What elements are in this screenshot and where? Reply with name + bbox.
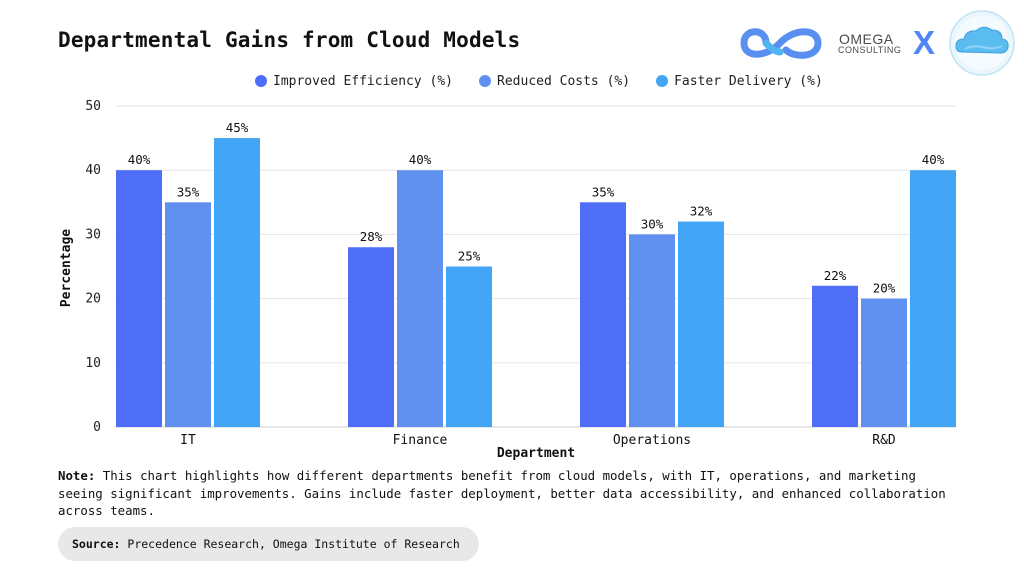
legend-item-improved-efficiency: Improved Efficiency (%) bbox=[255, 74, 453, 89]
y-tick-label: 50 bbox=[85, 99, 101, 114]
y-tick-label: 30 bbox=[85, 227, 101, 242]
bar bbox=[165, 202, 211, 427]
logo-subtitle: CONSULTING bbox=[838, 45, 902, 55]
x-mark: X bbox=[913, 24, 936, 61]
x-axis-title: Department bbox=[497, 446, 575, 461]
bar bbox=[861, 298, 907, 427]
legend-swatch bbox=[255, 75, 267, 87]
y-tick-label: 0 bbox=[93, 420, 101, 435]
bar bbox=[397, 170, 443, 427]
y-tick-label: 20 bbox=[85, 292, 101, 307]
source-label: Source: bbox=[72, 537, 121, 551]
legend-swatch bbox=[479, 75, 492, 87]
bar bbox=[678, 221, 724, 427]
y-axis-title: Percentage bbox=[59, 229, 74, 307]
data-label: 25% bbox=[458, 249, 481, 264]
legend-item-faster-delivery: Faster Delivery (%) bbox=[656, 74, 823, 89]
data-label: 20% bbox=[873, 281, 896, 296]
source-pill: Source: Precedence Research, Omega Insti… bbox=[58, 527, 479, 561]
legend-label: Faster Delivery (%) bbox=[674, 73, 823, 89]
x-tick-label: Operations bbox=[613, 433, 691, 448]
bar bbox=[580, 202, 626, 427]
bar bbox=[348, 247, 394, 427]
data-label: 40% bbox=[409, 152, 432, 167]
legend-label: Reduced Costs (%) bbox=[497, 73, 631, 89]
cloud-logo-icon bbox=[949, 10, 1015, 76]
bar bbox=[446, 266, 492, 427]
x-tick-label: IT bbox=[180, 433, 196, 448]
logo-area: OMEGA CONSULTING X bbox=[736, 8, 1020, 78]
source-text: Precedence Research, Omega Institute of … bbox=[127, 537, 460, 551]
note-text: This chart highlights how different depa… bbox=[58, 468, 946, 518]
x-tick-label: R&D bbox=[872, 433, 896, 448]
x-tick-label: Finance bbox=[393, 433, 448, 448]
y-tick-label: 40 bbox=[85, 163, 101, 178]
data-label: 40% bbox=[128, 152, 151, 167]
note-label: Note: bbox=[58, 468, 96, 483]
omega-logo-icon bbox=[740, 28, 822, 59]
data-label: 45% bbox=[226, 120, 249, 135]
bar bbox=[910, 170, 956, 427]
chart-note: Note: This chart highlights how differen… bbox=[58, 467, 958, 520]
bar bbox=[116, 170, 162, 427]
legend-swatch bbox=[656, 75, 669, 87]
bar-chart: 0 10 20 30 40 50 40% 35% 45% IT 28% 40% 25% Finance 35… bbox=[59, 99, 956, 461]
bar bbox=[629, 234, 675, 427]
data-label: 30% bbox=[641, 216, 664, 231]
data-label: 35% bbox=[177, 184, 200, 199]
bar bbox=[214, 138, 260, 427]
data-label: 35% bbox=[592, 184, 615, 199]
chart-legend: Improved Efficiency (%) Reduced Costs (%… bbox=[255, 72, 849, 90]
legend-label: Improved Efficiency (%) bbox=[273, 73, 454, 89]
data-label: 32% bbox=[690, 204, 713, 219]
logo-name: OMEGA bbox=[839, 31, 894, 47]
chart-title: Departmental Gains from Cloud Models bbox=[58, 28, 521, 52]
data-label: 40% bbox=[922, 152, 945, 167]
legend-item-reduced-costs: Reduced Costs (%) bbox=[479, 74, 630, 89]
data-label: 28% bbox=[360, 229, 383, 244]
data-label: 22% bbox=[824, 268, 847, 283]
y-tick-label: 10 bbox=[85, 356, 101, 371]
bar bbox=[812, 285, 858, 427]
